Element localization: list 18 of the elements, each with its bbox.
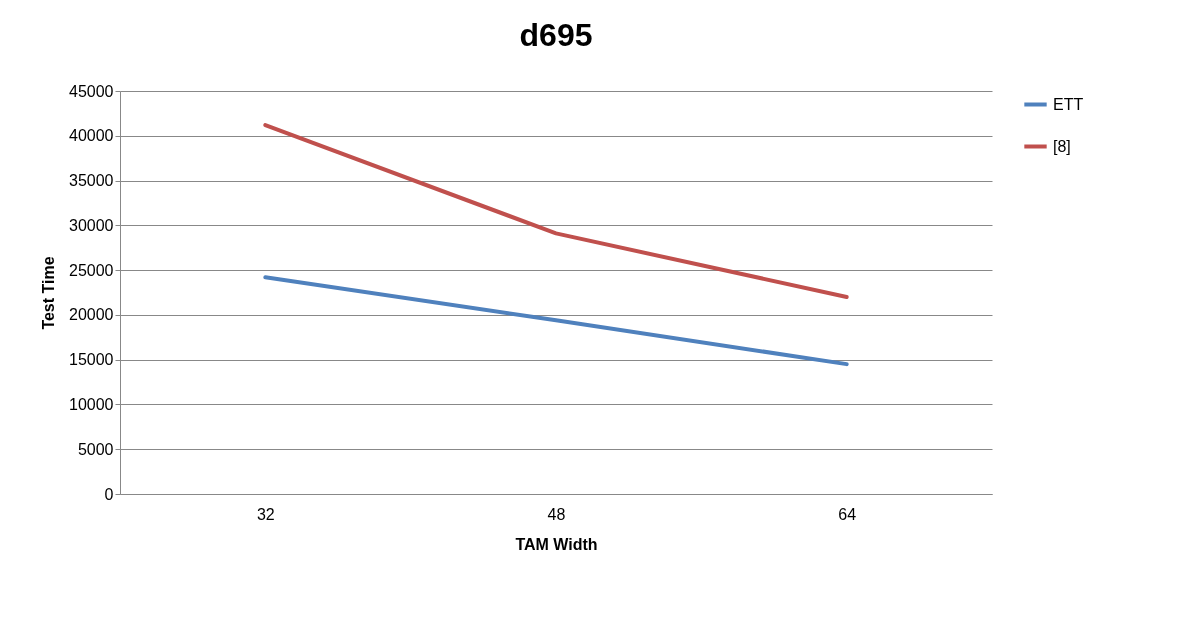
legend-label: ETT — [1053, 95, 1084, 113]
y-tick-label: 30000 — [69, 216, 114, 234]
y-tick-label: 35000 — [69, 172, 114, 190]
x-axis-title: TAM Width — [515, 535, 598, 553]
y-tick-label: 40000 — [69, 127, 114, 145]
y-tick-label: 15000 — [69, 351, 114, 369]
y-tick-label: 45000 — [69, 82, 114, 100]
y-tick-label: 0 — [104, 485, 114, 503]
x-tick-label: 64 — [838, 505, 857, 523]
chart-title: d695 — [519, 17, 593, 53]
legend-label: [8] — [1053, 137, 1071, 155]
x-tick-label: 48 — [547, 505, 566, 523]
y-axis-title: Test Time — [40, 256, 58, 330]
y-tick-label: 20000 — [69, 306, 114, 324]
x-tick-label: 32 — [256, 505, 275, 523]
y-tick-label: 5000 — [77, 440, 114, 458]
y-tick-label: 10000 — [69, 395, 114, 413]
y-tick-label: 25000 — [69, 261, 114, 279]
